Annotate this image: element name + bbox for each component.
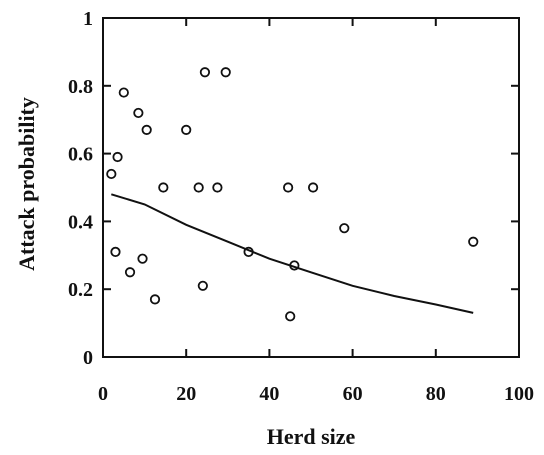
x-tick-label-3: 60 [343, 383, 363, 405]
data-point-5 [133, 107, 144, 119]
data-point-0 [106, 168, 117, 180]
x-axis-title: Herd size [267, 424, 356, 449]
data-point-4 [124, 267, 136, 278]
y-tick-label-4: 0.8 [68, 76, 93, 98]
data-point-10 [181, 124, 192, 135]
data-point-7 [141, 124, 152, 135]
y-tick-label-2: 0.4 [68, 211, 93, 233]
data-point-2 [112, 151, 123, 163]
data-point-8 [149, 294, 161, 305]
y-tick-label-5: 1 [83, 8, 93, 30]
plot-frame [102, 17, 520, 358]
y-tick-label-0: 0 [83, 347, 93, 369]
x-tick-label-0: 0 [98, 383, 108, 405]
data-point-18 [285, 311, 296, 322]
x-tick-label-2: 40 [259, 383, 279, 405]
data-point-1 [110, 246, 121, 258]
data-point-21 [339, 223, 350, 234]
data-point-3 [118, 87, 129, 98]
data-point-11 [193, 182, 204, 193]
y-tick-label-3: 0.6 [68, 144, 93, 166]
data-point-14 [212, 182, 223, 193]
data-point-9 [158, 182, 169, 193]
x-tick-label-1: 20 [176, 383, 196, 405]
data-point-12 [197, 280, 208, 291]
y-tick-label-1: 0.2 [68, 279, 93, 301]
data-point-13 [199, 67, 211, 78]
data-point-6 [137, 253, 148, 264]
data-point-15 [220, 67, 231, 78]
data-point-17 [283, 182, 294, 193]
x-tick-label-5: 100 [504, 383, 534, 405]
x-tick-label-4: 80 [426, 383, 446, 405]
y-axis-title: Attack probability [14, 97, 39, 271]
data-point-20 [307, 182, 319, 193]
data-point-22 [468, 236, 479, 247]
fitted-curve [111, 193, 474, 314]
